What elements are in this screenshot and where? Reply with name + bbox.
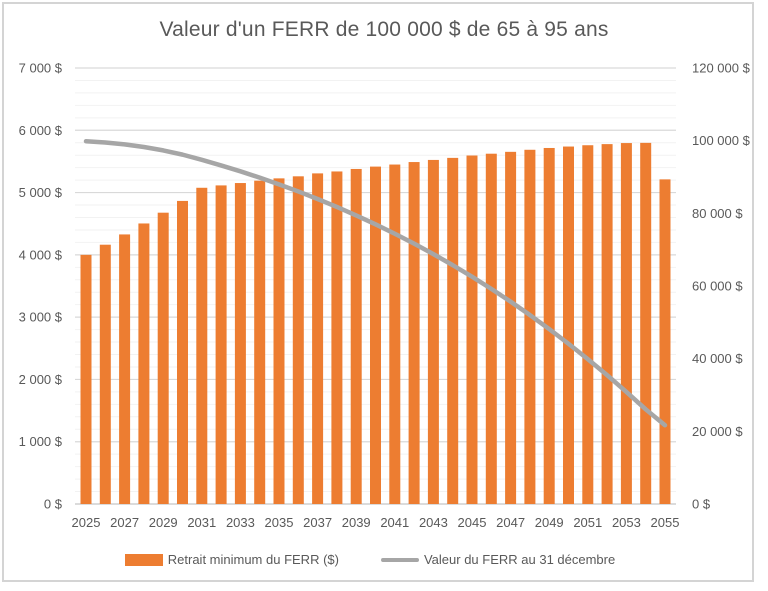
bar-2042 — [408, 162, 420, 504]
x-axis-tick-label: 2055 — [651, 515, 680, 530]
bar-2052 — [601, 144, 613, 504]
x-axis-tick-label: 2025 — [72, 515, 101, 530]
right-axis-tick-label: 120 000 $ — [692, 61, 751, 76]
x-axis-tick-label: 2029 — [149, 515, 178, 530]
x-axis-tick-label: 2027 — [110, 515, 139, 530]
bar-2044 — [447, 157, 459, 504]
bar-2038 — [331, 171, 343, 504]
legend-label-line-series: Valeur du FERR au 31 décembre — [423, 552, 616, 567]
left-axis-tick-label: 2 000 $ — [19, 372, 63, 387]
chart-plot-area: 0 $ 1 000 $ 2 000 $ 3 000 $ 4 000 $ 5 000 $ 6 … — [19, 61, 751, 531]
bar-2041 — [389, 164, 401, 505]
legend-item-line-series: Valeur du FERR au 31 décembre — [380, 552, 616, 567]
bar-2040 — [370, 166, 381, 505]
right-axis-tick-label: 40 000 $ — [692, 351, 743, 366]
chart-legend: Retrait minimum du FERR ($) Valeur du FE… — [0, 552, 740, 567]
bar-2032 — [215, 185, 227, 504]
x-axis-tick-label: 2049 — [535, 515, 564, 530]
bar-2055 — [659, 179, 671, 504]
line-series — [83, 138, 668, 428]
bar-2051 — [582, 145, 594, 504]
left-axis-tick-label: 5 000 $ — [19, 185, 63, 200]
right-axis-tick-label: 20 000 $ — [692, 424, 743, 439]
x-axis-tick-label: 2047 — [496, 515, 525, 530]
left-axis-tick-label: 6 000 $ — [19, 123, 63, 138]
bar-series-swatch-icon — [124, 553, 163, 566]
legend-label-bar-series: Retrait minimum du FERR ($) — [167, 552, 339, 567]
bar-2028 — [138, 223, 150, 504]
bar-2050 — [563, 146, 574, 504]
x-axis-tick-label: 2039 — [342, 515, 371, 530]
bar-2047 — [505, 151, 517, 504]
x-axis-tick-label: 2031 — [187, 515, 216, 530]
bar-2043 — [427, 159, 439, 504]
x-axis-tick-label: 2043 — [419, 515, 448, 530]
bar-2048 — [524, 149, 536, 505]
bar-2027 — [119, 234, 131, 504]
right-axis-tick-label: 60 000 $ — [692, 279, 743, 294]
x-axis-tick-label: 2045 — [458, 515, 487, 530]
bar-2030 — [177, 200, 188, 504]
bar-2053 — [620, 143, 632, 504]
left-axis-tick-label: 7 000 $ — [19, 61, 63, 76]
bar-2046 — [485, 153, 497, 504]
bar-2025 — [80, 254, 92, 504]
bar-2031 — [196, 187, 208, 504]
bar-2045 — [466, 155, 478, 505]
bar-2049 — [543, 147, 555, 504]
bar-2054 — [640, 142, 652, 504]
legend-item-bar-series: Retrait minimum du FERR ($) — [124, 552, 339, 567]
x-axis-tick-label: 2035 — [265, 515, 294, 530]
left-axis-tick-label: 3 000 $ — [19, 310, 63, 325]
right-axis-tick-label: 0 $ — [692, 497, 711, 512]
chart-title: Valeur d'un FERR de 100 000 $ de 65 à 95… — [159, 18, 609, 41]
right-axis-tick-label: 100 000 $ — [692, 133, 751, 148]
bar-2033 — [234, 183, 246, 504]
bar-2034 — [254, 180, 266, 504]
x-axis-tick-label: 2041 — [380, 515, 409, 530]
left-axis-tick-label: 1 000 $ — [19, 434, 63, 449]
left-axis-tick-label: 0 $ — [44, 497, 63, 512]
bar-2026 — [99, 244, 111, 504]
bar-2037 — [312, 173, 324, 504]
bar-2036 — [292, 176, 304, 504]
x-axis-tick-label: 2053 — [612, 515, 641, 530]
bar-2039 — [350, 168, 362, 504]
bar-2029 — [157, 212, 169, 505]
line-series-swatch-icon — [380, 557, 419, 562]
x-axis-tick-label: 2037 — [303, 515, 332, 530]
right-axis-tick-label: 80 000 $ — [692, 206, 743, 221]
left-axis-tick-label: 4 000 $ — [19, 247, 63, 262]
x-axis-tick-label: 2033 — [226, 515, 255, 530]
bar-2035 — [273, 178, 285, 504]
x-axis-tick-label: 2051 — [573, 515, 602, 530]
